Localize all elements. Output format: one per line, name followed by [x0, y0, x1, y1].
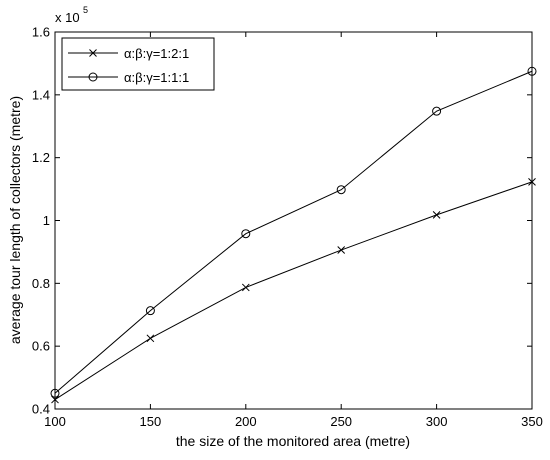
x-tick-label: 300: [426, 414, 448, 429]
y-multiplier-exponent: 5: [83, 5, 88, 15]
data-point: [337, 246, 346, 254]
series-line: [54, 181, 533, 400]
x-tick-label: 350: [521, 414, 543, 429]
y-tick-label: 1.2: [32, 150, 50, 165]
y-tick-label: 0.6: [32, 339, 50, 354]
series-1: [51, 178, 536, 404]
series-line: [54, 70, 533, 394]
legend-entry: α:β:γ=1:2:1: [68, 46, 189, 61]
legend-box: [61, 37, 215, 91]
plot-area: [55, 32, 532, 409]
x-tick-label: 250: [330, 414, 352, 429]
data-point: [241, 229, 251, 239]
x-axis: 100 150 200 250 300 350: [44, 32, 543, 429]
legend-entry: α:β:γ=1:1:1: [68, 70, 189, 85]
y-tick-label: 1.6: [32, 25, 50, 40]
series-layer: [50, 66, 537, 404]
legend: α:β:γ=1:2:1 α:β:γ=1:1:1: [61, 37, 215, 91]
x-tick-label: 100: [44, 414, 66, 429]
y-tick-label: 1.4: [32, 87, 50, 102]
legend-label: α:β:γ=1:1:1: [124, 70, 189, 85]
data-point: [336, 185, 346, 195]
legend-label: α:β:γ=1:2:1: [124, 46, 189, 61]
y-tick-label: 0.4: [32, 402, 50, 417]
x-axis-label: the size of the monitored area (metre): [176, 433, 410, 449]
y-axis-label: average tour length of collectors (metre…: [7, 96, 23, 344]
y-multiplier-base: x 10: [55, 10, 80, 25]
data-point: [145, 306, 155, 316]
legend-marker: [88, 72, 98, 82]
y-tick-label: 0.8: [32, 276, 50, 291]
data-point: [241, 283, 250, 292]
y-axis: 0.4 0.6 0.8 1 1.2 1.4 1.6: [32, 25, 532, 417]
data-point: [432, 106, 442, 116]
y-tick-label: 1: [43, 213, 50, 228]
data-point: [146, 334, 155, 343]
data-point: [432, 210, 441, 219]
legend-marker: [89, 49, 97, 57]
x-tick-label: 200: [235, 414, 257, 429]
x-tick-label: 150: [140, 414, 162, 429]
